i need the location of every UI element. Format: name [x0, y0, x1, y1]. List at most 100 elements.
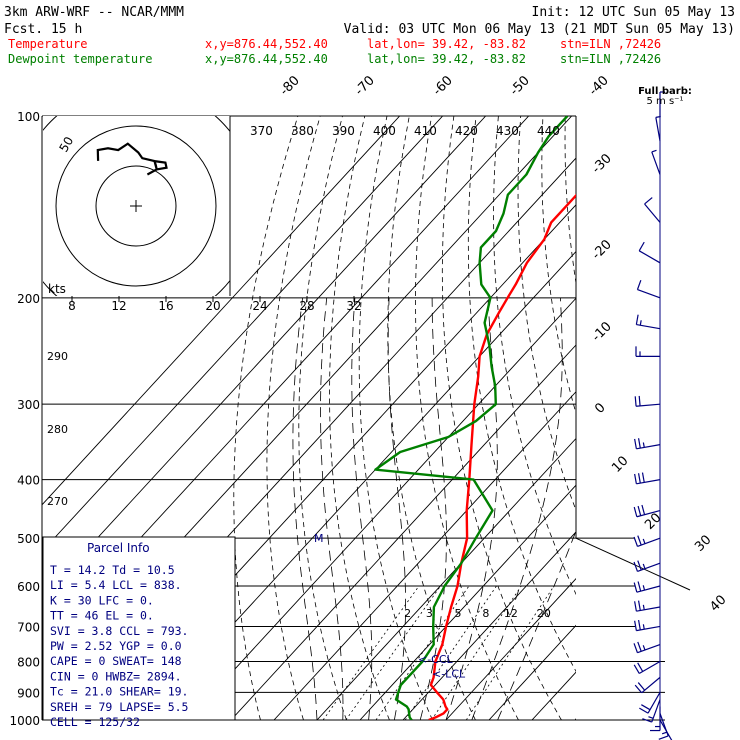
theta-left-label: 280	[47, 423, 68, 436]
wind-barb	[644, 203, 661, 223]
valid-time: Valid: 03 UTC Mon 06 May 13 (21 MDT Sun …	[344, 22, 735, 37]
legend-temperature: Temperature	[8, 37, 87, 51]
dry-adiabat	[387, 116, 476, 720]
wind-barb-feather	[637, 535, 642, 546]
moist-adiabat	[387, 297, 406, 720]
dry-adiabat	[564, 116, 576, 286]
dry-adiabat	[441, 116, 562, 720]
isotherm-line	[316, 437, 576, 720]
wind-barb-feather	[638, 241, 645, 252]
wind-barb-feather	[634, 438, 637, 449]
isotherm-label: -20	[589, 237, 615, 263]
moist-adiabat	[471, 297, 563, 720]
wind-barb	[638, 250, 661, 264]
hodograph-unit: kts	[48, 282, 66, 296]
hodograph: 50	[43, 116, 231, 296]
wind-barb-feather	[637, 505, 642, 516]
wind-barb-feather	[648, 716, 654, 719]
parcel-info-row: PW = 2.52 YGP = 0.0	[50, 639, 182, 653]
hodograph-axis-label: 24	[252, 299, 267, 313]
pressure-tick-label: 200	[17, 292, 40, 306]
dry-adiabat	[415, 116, 519, 720]
theta-left-label: 270	[47, 495, 68, 508]
dry-adiabat	[329, 116, 390, 720]
init-time: Init: 12 UTC Sun 05 May 13	[532, 5, 736, 20]
lcl-marker: <-LCL	[432, 668, 466, 681]
pressure-tick-label: 600	[17, 580, 40, 594]
parcel-info-box: Parcel Info T = 14.2 Td = 10.5LI = 5.4 L…	[42, 536, 236, 729]
dewpoint-line	[374, 116, 569, 720]
pressure-tick-label: 800	[17, 655, 40, 669]
isotherm-line	[574, 718, 576, 720]
dry-adiabat	[541, 116, 576, 415]
isotherm-line	[273, 391, 576, 720]
wind-barb-feather	[633, 561, 639, 572]
wind-barb-feather	[637, 682, 646, 691]
dry-adiabat	[677, 116, 740, 720]
theta-label: 370	[250, 124, 273, 138]
wind-barb-feather	[641, 472, 645, 483]
wind-barb-feather	[642, 604, 645, 610]
parcel-info-row: LI = 5.4 LCL = 838.	[50, 578, 182, 592]
moist-adiabat	[445, 297, 498, 720]
theta-label: 400	[373, 124, 396, 138]
dry-adiabat	[610, 116, 740, 720]
parcel-info-row: CIN = 0 HWBZ= 2894.	[50, 669, 182, 683]
wind-barb-feather	[637, 600, 641, 611]
wind-barb-feather	[637, 619, 641, 631]
wind-barb-feather	[637, 581, 642, 592]
pressure-tick-label: 900	[17, 686, 40, 700]
wind-barb	[637, 289, 661, 299]
moist-adiabat	[351, 297, 373, 720]
wind-barb-feather	[637, 438, 641, 449]
wind-barb-feather	[641, 704, 651, 711]
el-marker: M	[314, 532, 324, 545]
isotherm-line	[402, 531, 576, 720]
dry-adiabat	[233, 116, 299, 720]
wind-barb-feather	[642, 718, 652, 723]
hodograph-axis-label: 32	[346, 299, 361, 313]
wind-barb-feather	[633, 506, 638, 517]
isotherm-label: 10	[609, 454, 631, 476]
model-title: 3km ARW-WRF -- NCAR/MMM	[4, 5, 184, 20]
legend-temperature-latlon: lat,lon= 39.42, -83.82	[367, 37, 526, 51]
mixing-ratio-label: 5	[455, 607, 462, 620]
wind-barb-feather	[639, 320, 642, 326]
isotherm-label: -70	[352, 73, 378, 99]
wind-barb-feather	[642, 624, 645, 630]
hodograph-axis-label: 20	[205, 299, 220, 313]
pressure-tick-label: 1000	[9, 714, 40, 728]
dry-adiabat	[654, 116, 740, 720]
legend-dewpoint-latlon: lat,lon= 39.42, -83.82	[367, 52, 526, 66]
isotherm-line	[445, 578, 576, 720]
dry-adiabat	[493, 116, 576, 596]
legend-temperature-xy: x,y=876.44,552.40	[205, 37, 328, 51]
parcel-info-row: K = 30 LFC = 0.	[50, 593, 154, 607]
dry-adiabat	[699, 116, 740, 720]
isotherm-label: 40	[707, 593, 729, 615]
wind-barb-feather	[633, 582, 638, 593]
wind-barb-feather	[637, 473, 641, 484]
theta-label: 390	[332, 124, 355, 138]
wind-barb-feather	[634, 601, 637, 612]
forecast-hour: Fcst. 15 h	[4, 22, 82, 37]
hodograph-axis-label: 28	[299, 299, 314, 313]
wind-barb-feather	[634, 684, 643, 694]
mixing-ratio-line	[465, 585, 555, 720]
wind-barb-feather	[634, 396, 637, 407]
mixing-ratio-label: 20	[537, 607, 551, 620]
wind-barb	[641, 676, 661, 694]
isotherm-label: 30	[692, 533, 714, 555]
pressure-tick-label: 700	[17, 620, 40, 634]
wind-barb-feather	[655, 115, 661, 118]
isotherm-label: -60	[430, 73, 456, 99]
hodograph-ring	[55, 125, 217, 287]
hodograph-axis-label: 12	[111, 299, 126, 313]
wind-barb-feather	[633, 536, 639, 547]
wind-barb	[651, 151, 661, 175]
moist-adiabat	[497, 529, 576, 720]
wind-barb	[636, 585, 661, 593]
theta-label: 380	[291, 124, 314, 138]
legend-temperature-stn: stn=ILN ,72426	[560, 37, 661, 51]
mixing-ratio-label: 8	[482, 607, 489, 620]
